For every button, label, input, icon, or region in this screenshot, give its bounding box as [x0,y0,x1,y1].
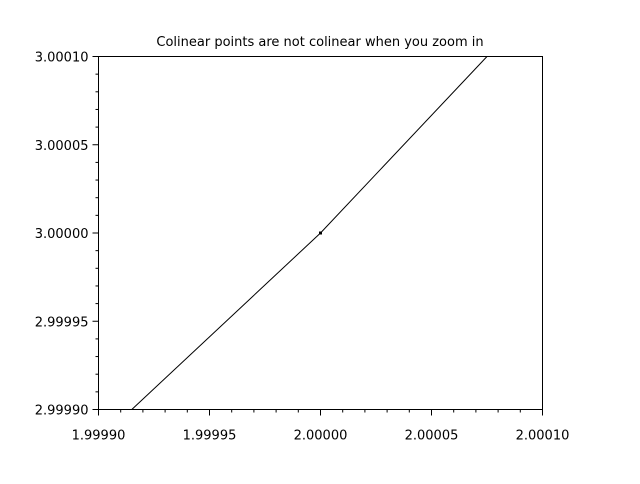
series-line [131,56,488,410]
y-tick-label: 2.99995 [35,315,89,330]
chart-title: Colinear points are not colinear when yo… [156,35,483,50]
y-tick-label: 3.00005 [35,139,89,154]
x-tick-label: 2.00005 [405,429,459,444]
data-point [319,231,322,235]
x-tick-label: 2.00000 [294,429,348,444]
y-tick-label: 2.99990 [35,404,89,419]
y-tick-label: 3.00000 [35,227,89,242]
x-tick-label: 1.99995 [183,429,237,444]
y-tick-label: 3.00010 [35,51,89,66]
x-tick-label: 1.99990 [72,429,126,444]
x-tick-label: 2.00010 [516,429,570,444]
